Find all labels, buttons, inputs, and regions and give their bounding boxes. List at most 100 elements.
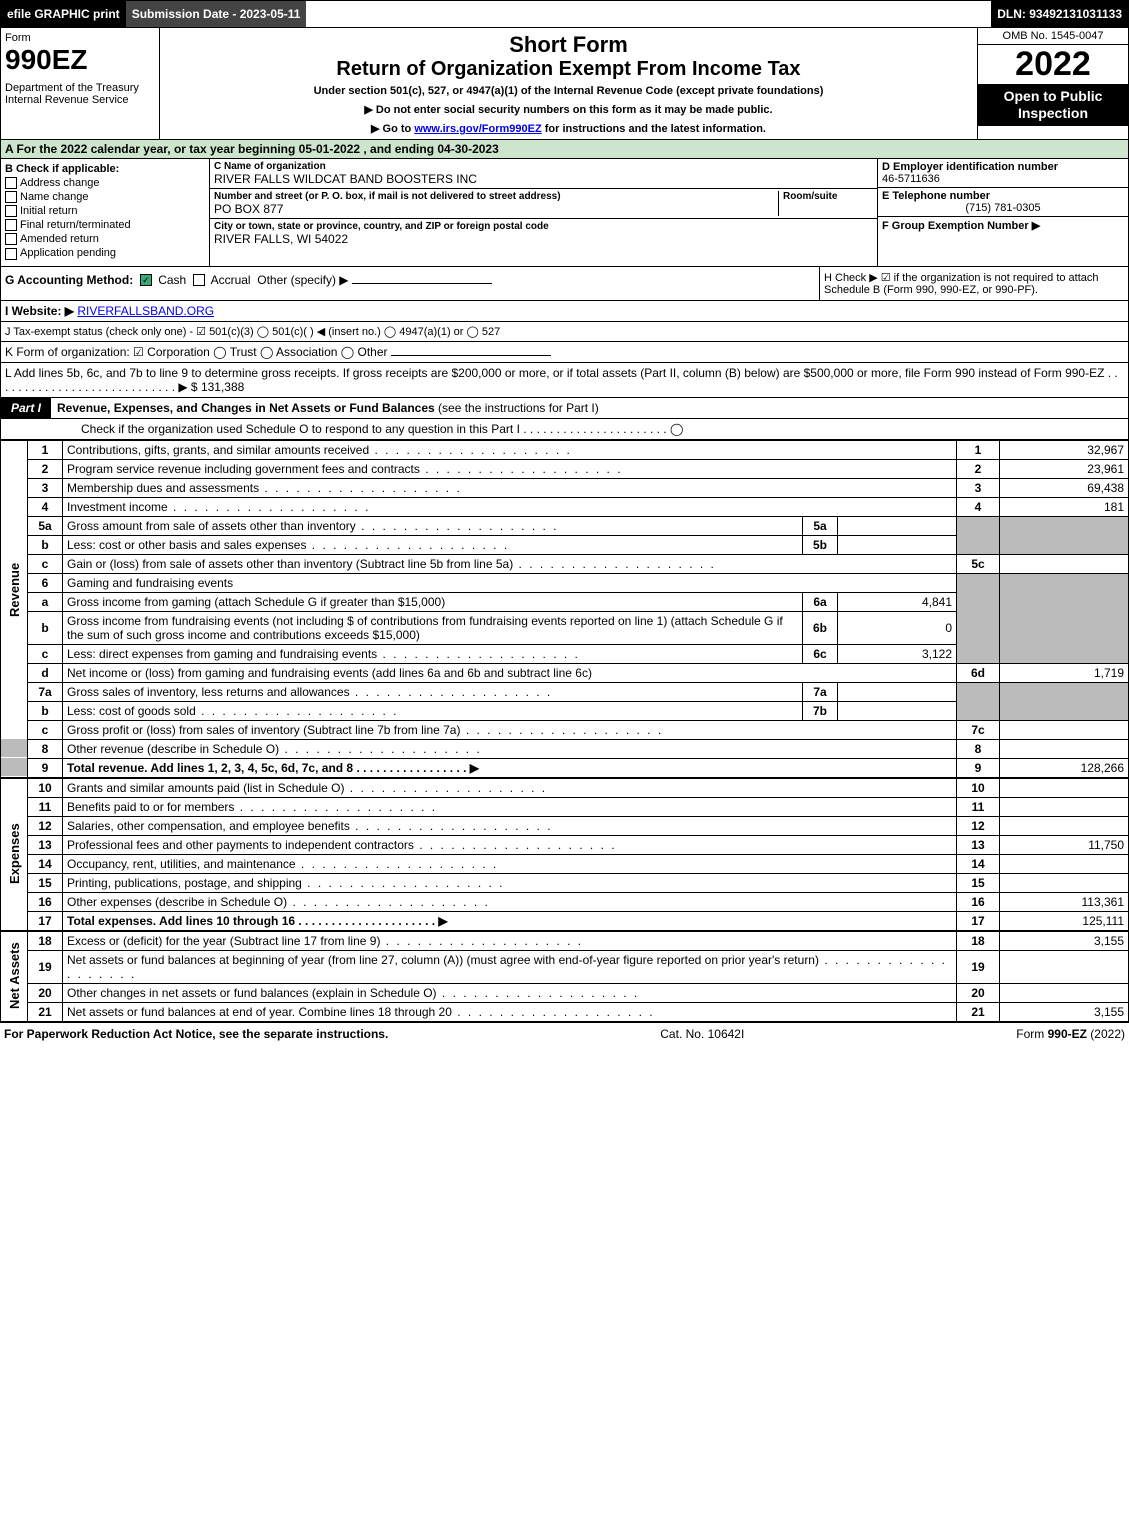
chk-final-return[interactable]: Final return/terminated	[5, 219, 205, 231]
chk-amended-return[interactable]: Amended return	[5, 233, 205, 245]
ln-17-num: 17	[28, 911, 63, 930]
ln-15-box: 15	[957, 873, 1000, 892]
ln-6a-num: a	[28, 592, 63, 611]
expenses-table: Expenses 10 Grants and similar amounts p…	[0, 778, 1129, 931]
line-15: 15Printing, publications, postage, and s…	[1, 873, 1129, 892]
ln-18-num: 18	[28, 931, 63, 950]
footer-catno: Cat. No. 10642I	[660, 1027, 744, 1041]
revenue-side-spacer	[1, 739, 28, 758]
department: Department of the Treasury Internal Reve…	[5, 82, 155, 106]
ln-6d-desc: Net income or (loss) from gaming and fun…	[63, 663, 957, 682]
ln-5a-num: 5a	[28, 516, 63, 535]
section-b: B Check if applicable: Address change Na…	[1, 159, 210, 266]
ln-17-desc: Total expenses. Add lines 10 through 16 …	[63, 911, 957, 930]
chk-initial-return[interactable]: Initial return	[5, 205, 205, 217]
ln-17-box: 17	[957, 911, 1000, 930]
ln-1-num: 1	[28, 440, 63, 459]
form-label: Form	[5, 32, 155, 44]
ln-18-box: 18	[957, 931, 1000, 950]
ln-10-amt	[1000, 778, 1129, 797]
ln-9-num: 9	[28, 758, 63, 777]
org-city: RIVER FALLS, WI 54022	[214, 232, 873, 246]
ln-4-desc: Investment income	[63, 497, 957, 516]
ln-6c-desc: Less: direct expenses from gaming and fu…	[63, 644, 803, 663]
expenses-side-label: Expenses	[1, 778, 28, 930]
ln-19-num: 19	[28, 950, 63, 983]
efile-graphic-print[interactable]: efile GRAPHIC print	[1, 1, 126, 27]
ln-21-num: 21	[28, 1002, 63, 1021]
top-bar: efile GRAPHIC print Submission Date - 20…	[0, 0, 1129, 28]
line-6d: d Net income or (loss) from gaming and f…	[1, 663, 1129, 682]
form-header: Form 990EZ Department of the Treasury In…	[0, 28, 1129, 140]
ln-17-amt: 125,111	[1000, 911, 1129, 930]
line-3: 3 Membership dues and assessments 3 69,4…	[1, 478, 1129, 497]
ln-8-box: 8	[957, 739, 1000, 758]
ln-5ab-greybox	[957, 516, 1000, 554]
ln-6-num: 6	[28, 573, 63, 592]
ln-4-num: 4	[28, 497, 63, 516]
part-i-header: Part I Revenue, Expenses, and Changes in…	[0, 398, 1129, 419]
ln-13-desc: Professional fees and other payments to …	[63, 835, 957, 854]
ln-2-num: 2	[28, 459, 63, 478]
ln-7a-num: 7a	[28, 682, 63, 701]
other-specify-input[interactable]	[352, 283, 492, 284]
ln-7b-num: b	[28, 701, 63, 720]
chk-cash[interactable]: ✓	[140, 274, 152, 286]
ln-4-box: 4	[957, 497, 1000, 516]
ln-2-desc: Program service revenue including govern…	[63, 459, 957, 478]
ln-12-num: 12	[28, 816, 63, 835]
section-l: L Add lines 5b, 6c, and 7b to line 9 to …	[0, 363, 1129, 398]
f-label: F Group Exemption Number ▶	[882, 220, 1040, 232]
line-11: 11Benefits paid to or for members11	[1, 797, 1129, 816]
ln-5a-sub: 5a	[803, 516, 838, 535]
chk-address-change[interactable]: Address change	[5, 177, 205, 189]
ln-20-amt	[1000, 983, 1129, 1002]
ln-14-num: 14	[28, 854, 63, 873]
ln-7ab-greyamt	[1000, 682, 1129, 720]
header-left: Form 990EZ Department of the Treasury In…	[1, 28, 160, 139]
chk-name-change[interactable]: Name change	[5, 191, 205, 203]
part-i-check: Check if the organization used Schedule …	[0, 419, 1129, 440]
ln-21-amt: 3,155	[1000, 1002, 1129, 1021]
line-20: 20Other changes in net assets or fund ba…	[1, 983, 1129, 1002]
ln-1-amt: 32,967	[1000, 440, 1129, 459]
ln-5c-amt	[1000, 554, 1129, 573]
revenue-side-label: Revenue	[1, 440, 28, 739]
ln-11-amt	[1000, 797, 1129, 816]
line-4: 4 Investment income 4 181	[1, 497, 1129, 516]
line-17: 17Total expenses. Add lines 10 through 1…	[1, 911, 1129, 930]
cash-label: Cash	[158, 273, 186, 287]
ln-7c-box: 7c	[957, 720, 1000, 739]
ln-19-amt	[1000, 950, 1129, 983]
website-link[interactable]: RIVERFALLSBAND.ORG	[77, 304, 214, 318]
k-text: K Form of organization: ☑ Corporation ◯ …	[5, 345, 388, 359]
omb-number: OMB No. 1545-0047	[978, 28, 1128, 45]
ln-13-num: 13	[28, 835, 63, 854]
ln-9-box: 9	[957, 758, 1000, 777]
ln-5a-desc: Gross amount from sale of assets other t…	[63, 516, 803, 535]
ln-10-desc: Grants and similar amounts paid (list in…	[63, 778, 957, 797]
ln-6d-num: d	[28, 663, 63, 682]
ln-7c-amt	[1000, 720, 1129, 739]
chk-application-pending[interactable]: Application pending	[5, 247, 205, 259]
ln-19-box: 19	[957, 950, 1000, 983]
irs-link[interactable]: www.irs.gov/Form990EZ	[414, 123, 541, 135]
section-j: J Tax-exempt status (check only one) - ☑…	[0, 322, 1129, 342]
k-other-input[interactable]	[391, 355, 551, 356]
chk-accrual[interactable]	[193, 274, 205, 286]
ln-6a-desc: Gross income from gaming (attach Schedul…	[63, 592, 803, 611]
c-street-label: Number and street (or P. O. box, if mail…	[214, 191, 778, 202]
section-k: K Form of organization: ☑ Corporation ◯ …	[0, 342, 1129, 363]
ln-1-box: 1	[957, 440, 1000, 459]
ln-5b-sub: 5b	[803, 535, 838, 554]
net-assets-table: Net Assets 18 Excess or (deficit) for th…	[0, 931, 1129, 1022]
ln-5b-desc: Less: cost or other basis and sales expe…	[63, 535, 803, 554]
ln-16-desc: Other expenses (describe in Schedule O)	[63, 892, 957, 911]
ln-15-num: 15	[28, 873, 63, 892]
section-g: G Accounting Method: ✓ Cash Accrual Othe…	[1, 267, 819, 300]
line-8: 8 Other revenue (describe in Schedule O)…	[1, 739, 1129, 758]
ln-7a-subamt	[838, 682, 957, 701]
ln-2-amt: 23,961	[1000, 459, 1129, 478]
part-i-title: Revenue, Expenses, and Changes in Net As…	[57, 401, 435, 415]
ln-6d-amt: 1,719	[1000, 663, 1129, 682]
